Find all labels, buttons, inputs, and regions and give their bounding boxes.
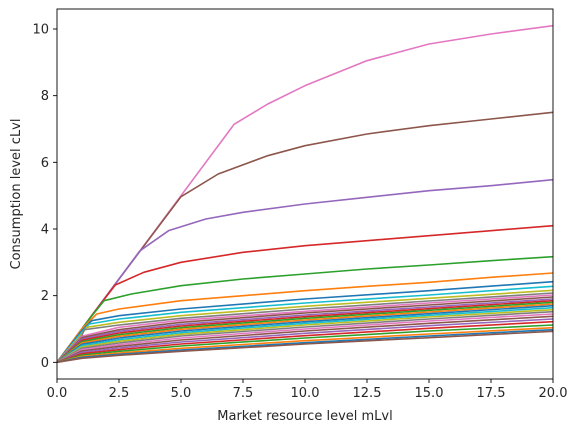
y-axis: 0 2 4 6 8 10 <box>32 23 57 371</box>
x-tick-label: 10.0 <box>291 386 320 401</box>
series-line-20 <box>57 310 553 364</box>
y-tick-label: 10 <box>32 23 49 38</box>
y-tick-label: 2 <box>41 289 49 304</box>
series-line-10 <box>57 292 553 363</box>
series-line-17 <box>57 304 553 363</box>
series-line-23 <box>57 318 553 364</box>
series-line-13 <box>57 298 553 363</box>
series-line-21 <box>57 313 553 364</box>
x-tick-label: 5.0 <box>171 386 192 401</box>
series-line-14 <box>57 299 553 363</box>
y-tick-label: 0 <box>41 356 49 371</box>
series-line-22 <box>57 315 553 364</box>
x-tick-label: 2.5 <box>109 386 130 401</box>
series-line-19 <box>57 308 553 364</box>
y-tick-label: 4 <box>41 223 49 238</box>
series-line-28 <box>57 330 553 364</box>
series-line-26 <box>57 326 553 364</box>
series-line-6 <box>57 272 553 363</box>
x-tick-label: 0.0 <box>47 386 68 401</box>
x-tick-label: 17.5 <box>477 386 506 401</box>
series-line-12 <box>57 296 553 363</box>
series-line-24 <box>57 320 553 364</box>
y-tick-label: 6 <box>41 156 49 171</box>
x-axis: 0.0 2.5 5.0 7.5 10.0 12.5 15.0 17.5 20.0 <box>47 379 568 401</box>
series-line-27 <box>57 328 553 364</box>
series-line-16 <box>57 303 553 363</box>
series-line-3 <box>57 178 553 363</box>
series-line-5 <box>57 255 553 363</box>
series-line-4 <box>57 224 553 363</box>
x-tick-label: 20.0 <box>539 386 568 401</box>
x-tick-label: 7.5 <box>233 386 254 401</box>
series-line-25 <box>57 324 553 364</box>
series-line-7 <box>57 280 553 363</box>
x-axis-label: Market resource level mLvl <box>217 409 392 424</box>
series-line-2 <box>57 111 553 363</box>
series-layer <box>57 24 553 364</box>
x-tick-label: 12.5 <box>353 386 382 401</box>
x-tick-label: 15.0 <box>415 386 444 401</box>
y-axis-label: Consumption level cLvl <box>9 119 24 270</box>
series-line-18 <box>57 306 553 363</box>
y-tick-label: 8 <box>41 89 49 104</box>
series-line-15 <box>57 301 553 363</box>
series-line-11 <box>57 294 553 363</box>
